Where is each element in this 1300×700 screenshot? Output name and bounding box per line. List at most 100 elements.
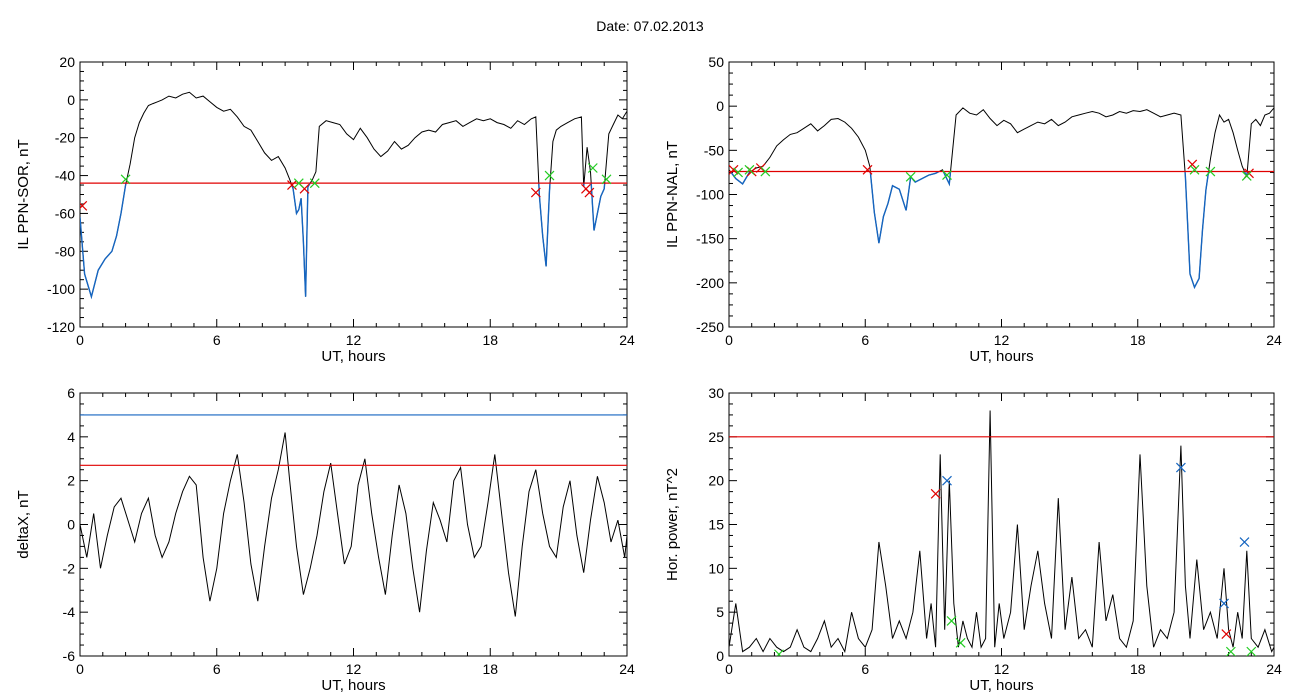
y-tick-label: 15 <box>708 517 724 533</box>
y-axis-label: Hor. power, nT^2 <box>664 468 681 581</box>
marker-green <box>760 166 771 177</box>
series-line <box>729 410 1274 654</box>
y-tick-label: 2 <box>67 473 75 489</box>
y-tick-label: 0 <box>716 98 724 114</box>
marker-green <box>733 167 744 178</box>
marker-green <box>1241 171 1252 181</box>
marker-green <box>601 174 612 185</box>
marker-blue <box>1219 598 1229 609</box>
marker-green <box>774 649 784 656</box>
marker-green <box>293 178 304 189</box>
x-tick-label: 6 <box>213 332 221 348</box>
chart-panel-il-ppn-nal: 0 6 12 18 24 -250 -200 -150 -100 -50 0 50 UT, hours I… <box>664 54 1282 365</box>
x-tick-label: 24 <box>619 332 635 348</box>
marker-red <box>862 164 873 175</box>
x-tick-label: 18 <box>1130 332 1146 348</box>
marker-blue <box>942 475 952 486</box>
y-tick-label: 30 <box>708 385 724 401</box>
plot-frame <box>79 61 628 328</box>
chart-panel-il-ppn-sor: 0 6 12 18 24 -120 -100 -80 -60 -40 -20 0 20 UT, hours… <box>15 54 635 365</box>
chart-panel-hor-power: 0 6 12 18 24 0 5 10 15 20 25 30 UT, hours Hor. power,… <box>664 385 1282 694</box>
y-tick-label: -100 <box>47 281 75 297</box>
plot-frame <box>728 61 1275 328</box>
y-tick-label: 0 <box>67 517 75 533</box>
y-tick-label: -80 <box>55 243 75 259</box>
x-tick-label: 12 <box>994 661 1010 677</box>
marker-green <box>905 171 916 182</box>
marker-red <box>1187 159 1198 170</box>
x-tick-label: 24 <box>1266 332 1282 348</box>
x-tick-label: 18 <box>482 661 498 677</box>
marker-green <box>744 164 755 175</box>
marker-red <box>530 187 541 198</box>
y-tick-label: -20 <box>55 130 75 146</box>
marker-green <box>1189 164 1200 175</box>
marker-blue <box>1239 537 1250 547</box>
y-axis-label: deltaX, nT <box>15 490 32 558</box>
x-tick-label: 24 <box>1266 661 1282 677</box>
x-tick-label: 6 <box>213 661 221 677</box>
marker-green <box>955 637 966 648</box>
x-axis-label: UT, hours <box>969 677 1033 694</box>
y-tick-label: -40 <box>55 168 75 184</box>
x-tick-label: 18 <box>482 332 498 348</box>
series-below-threshold <box>942 171 952 187</box>
x-tick-label: 6 <box>861 332 869 348</box>
x-axis-label: UT, hours <box>969 348 1033 365</box>
marker-green <box>120 174 131 185</box>
series-below-threshold <box>869 170 940 244</box>
y-tick-label: 20 <box>59 54 75 70</box>
y-axis-label: IL PPN-SOR, nT <box>15 139 32 249</box>
page-title: Date: 07.02.2013 <box>596 18 704 34</box>
x-tick-label: 18 <box>1130 661 1146 677</box>
y-tick-label: -150 <box>696 231 724 247</box>
x-axis-label: UT, hours <box>321 677 385 694</box>
marker-green <box>309 178 320 189</box>
marker-green <box>1225 646 1236 656</box>
y-tick-label: -200 <box>696 275 724 291</box>
y-tick-label: 5 <box>716 604 724 620</box>
y-tick-label: -2 <box>63 560 76 576</box>
series-below-threshold <box>538 183 551 267</box>
y-tick-label: -4 <box>63 604 76 620</box>
y-tick-label: -100 <box>696 187 724 203</box>
series-below-threshold <box>729 170 752 185</box>
series-below-threshold <box>1184 171 1210 290</box>
marker-red <box>80 200 88 211</box>
marker-green <box>587 163 598 173</box>
x-tick-label: 12 <box>346 661 362 677</box>
plot-area <box>729 410 1274 656</box>
series-below-threshold <box>80 182 127 300</box>
marker-blue <box>1175 462 1186 473</box>
series-line <box>80 91 627 299</box>
marker-red <box>729 164 739 175</box>
series-below-threshold <box>590 183 606 231</box>
y-tick-label: 0 <box>67 92 75 108</box>
x-tick-label: 12 <box>994 332 1010 348</box>
plot-area <box>80 414 627 617</box>
y-tick-label: 0 <box>716 648 724 664</box>
series-line <box>729 107 1274 289</box>
x-tick-label: 0 <box>725 332 733 348</box>
y-tick-label: 10 <box>708 560 724 576</box>
series-line <box>80 432 627 617</box>
x-tick-label: 0 <box>725 661 733 677</box>
y-tick-label: 6 <box>67 385 75 401</box>
x-tick-label: 6 <box>861 661 869 677</box>
series-below-threshold <box>290 182 311 297</box>
x-tick-label: 0 <box>76 332 84 348</box>
marker-green <box>946 616 957 626</box>
marker-red <box>287 180 297 190</box>
plot-area <box>729 107 1274 290</box>
x-tick-label: 24 <box>619 661 635 677</box>
x-tick-label: 12 <box>346 332 362 348</box>
marker-green <box>942 170 952 180</box>
x-axis-label: UT, hours <box>321 348 385 365</box>
plot-area <box>80 91 627 300</box>
y-tick-label: 20 <box>708 473 724 489</box>
y-tick-label: 4 <box>67 429 75 445</box>
y-tick-label: 25 <box>708 429 724 445</box>
x-tick-label: 0 <box>76 661 84 677</box>
